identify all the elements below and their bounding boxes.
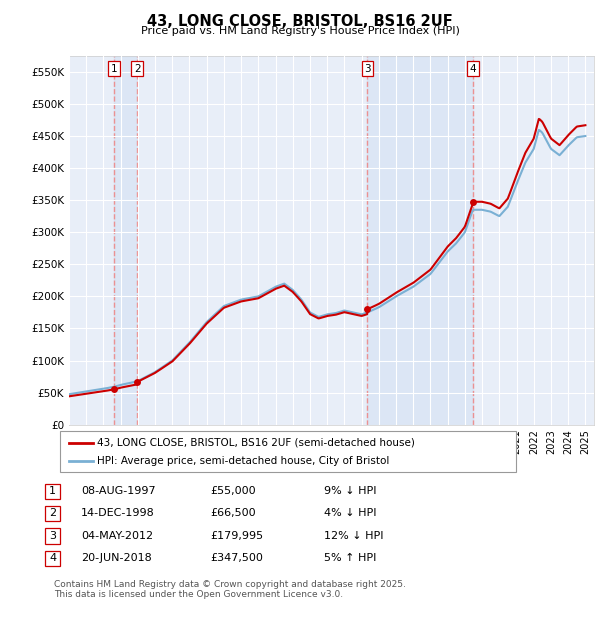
Text: Contains HM Land Registry data © Crown copyright and database right 2025.
This d: Contains HM Land Registry data © Crown c… [54,580,406,599]
Text: 43, LONG CLOSE, BRISTOL, BS16 2UF: 43, LONG CLOSE, BRISTOL, BS16 2UF [147,14,453,29]
Text: 1: 1 [110,64,117,74]
Text: 5% ↑ HPI: 5% ↑ HPI [324,553,376,563]
Text: £179,995: £179,995 [210,531,263,541]
Text: 08-AUG-1997: 08-AUG-1997 [81,486,155,496]
Text: 1: 1 [49,486,56,496]
Text: 4: 4 [49,553,56,563]
Text: 3: 3 [49,531,56,541]
Text: 04-MAY-2012: 04-MAY-2012 [81,531,153,541]
Text: HPI: Average price, semi-detached house, City of Bristol: HPI: Average price, semi-detached house,… [97,456,389,466]
Text: 14-DEC-1998: 14-DEC-1998 [81,508,155,518]
Bar [367,56,473,425]
Text: 43, LONG CLOSE, BRISTOL, BS16 2UF (semi-detached house): 43, LONG CLOSE, BRISTOL, BS16 2UF (semi-… [97,438,415,448]
Bar [114,56,137,425]
Text: £347,500: £347,500 [210,553,263,563]
Text: 2: 2 [134,64,140,74]
Text: 20-JUN-2018: 20-JUN-2018 [81,553,152,563]
Text: 12% ↓ HPI: 12% ↓ HPI [324,531,383,541]
Text: £55,000: £55,000 [210,486,256,496]
Text: £66,500: £66,500 [210,508,256,518]
Text: Price paid vs. HM Land Registry's House Price Index (HPI): Price paid vs. HM Land Registry's House … [140,26,460,36]
Text: 4% ↓ HPI: 4% ↓ HPI [324,508,377,518]
Text: 9% ↓ HPI: 9% ↓ HPI [324,486,377,496]
Text: 4: 4 [470,64,476,74]
Text: 3: 3 [364,64,371,74]
Text: 2: 2 [49,508,56,518]
